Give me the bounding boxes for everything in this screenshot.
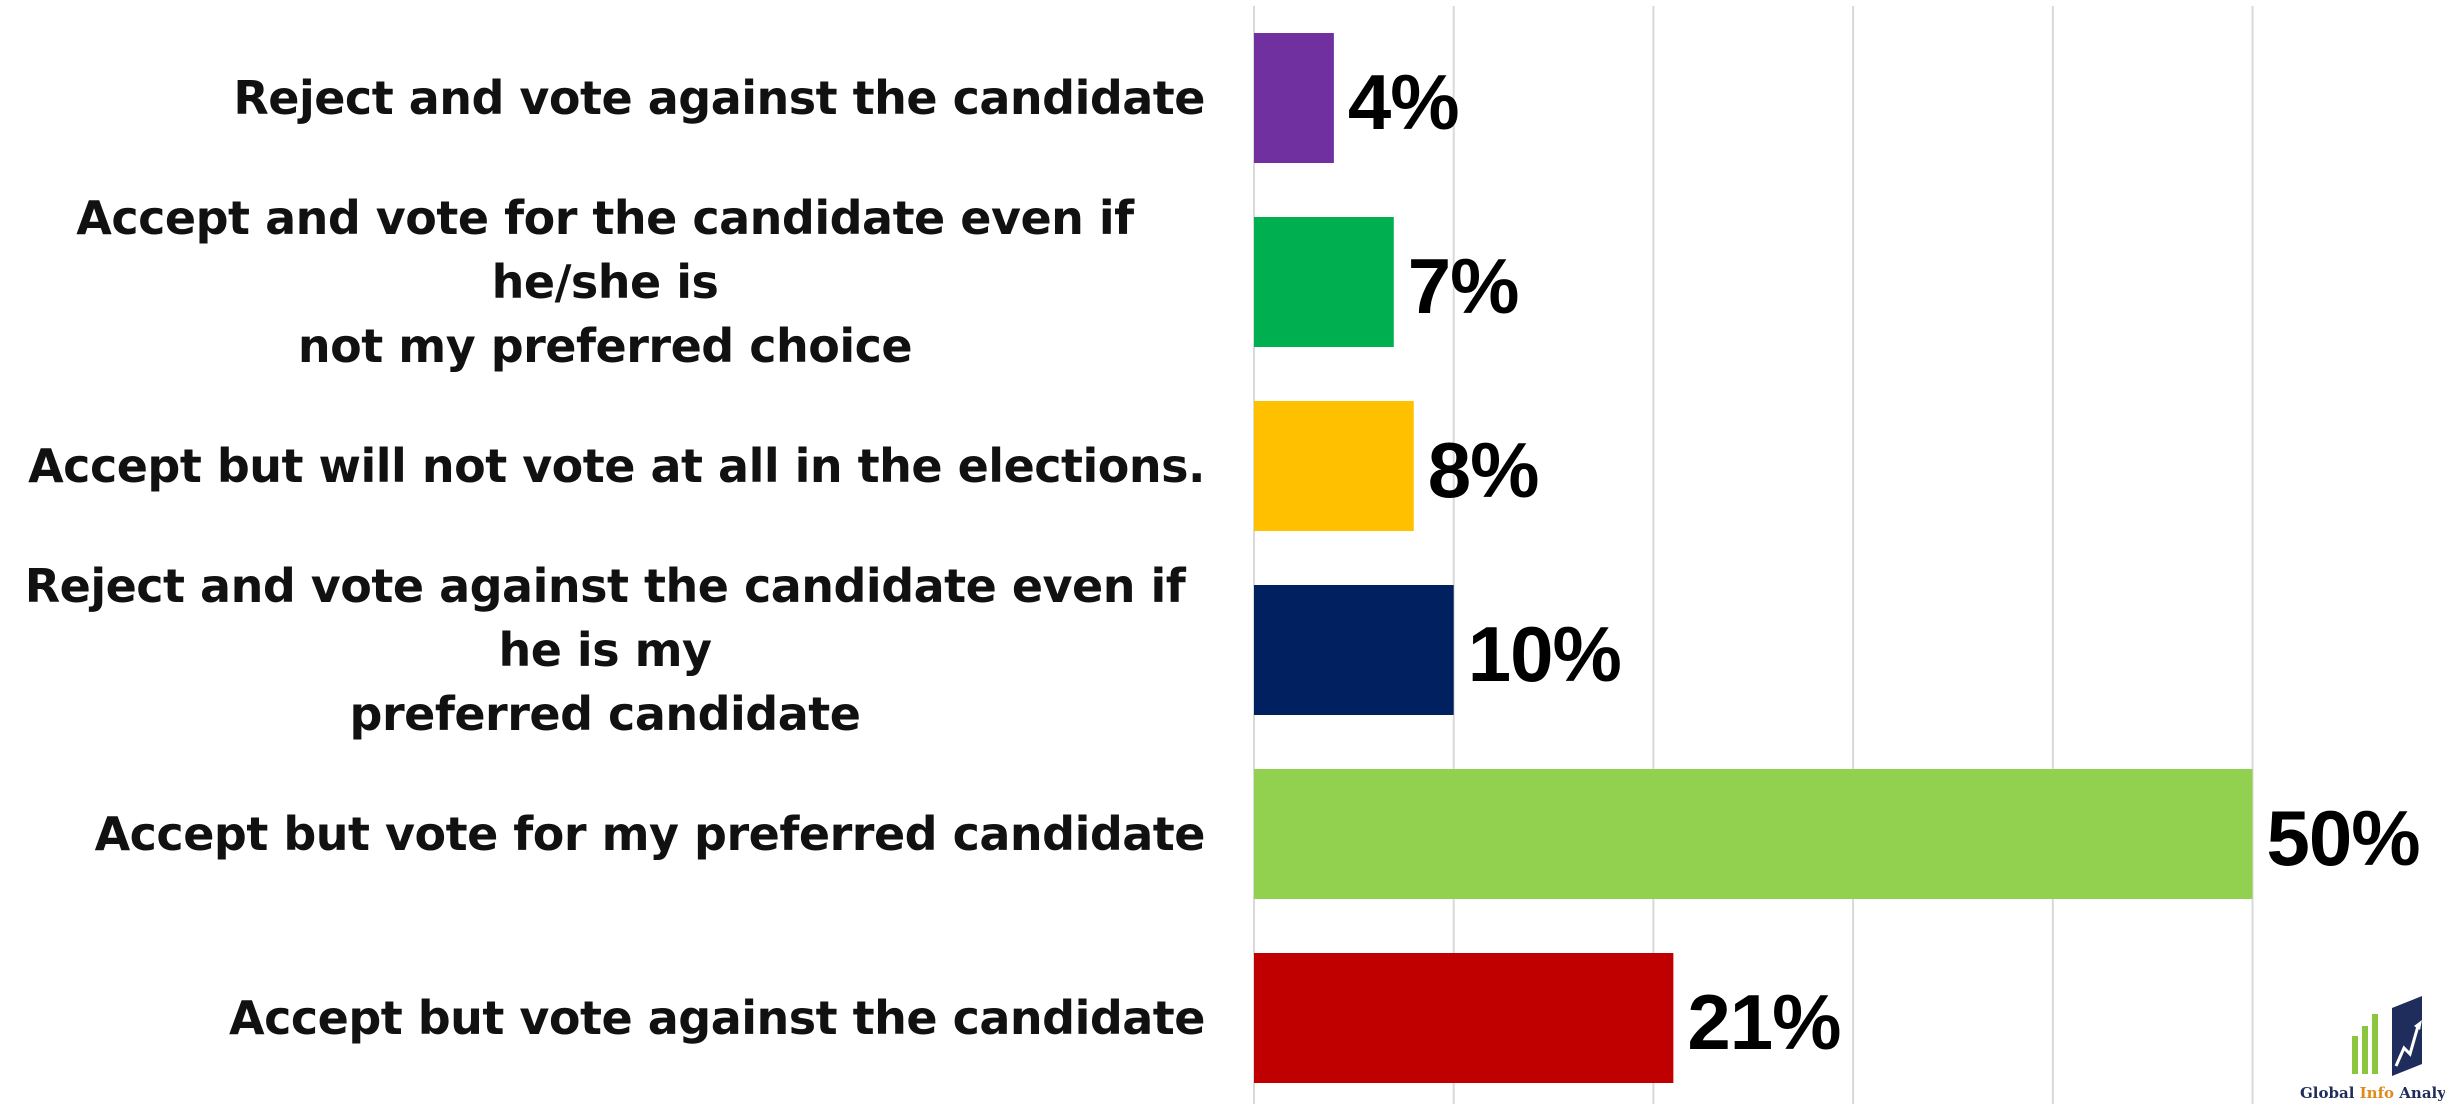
value-label: 7% — [1407, 242, 1520, 330]
logo-text-analy: Analy — [2399, 1084, 2445, 1102]
category-label-line: not my preferred choice — [297, 319, 913, 373]
bar-5 — [1254, 769, 2253, 899]
bar-1 — [1254, 33, 1334, 163]
value-label: 10% — [1467, 610, 1622, 698]
category-label: Reject and vote against the candidate ev… — [5, 554, 1205, 746]
bar-4 — [1254, 585, 1454, 715]
category-label: Accept but will not vote at all in the e… — [5, 434, 1205, 498]
value-label: 21% — [1687, 978, 1841, 1066]
value-label: 50% — [2266, 794, 2421, 882]
logo-text-info: Info — [2359, 1084, 2395, 1102]
category-label-line: Reject and vote against the candidate ev… — [24, 559, 1186, 677]
company-logo: Global Info Analy — [2300, 996, 2445, 1104]
bar-6 — [1254, 953, 1674, 1083]
logo-text-global: Global — [2300, 1084, 2355, 1102]
category-label-line: preferred candidate — [349, 687, 861, 741]
category-label-line: Accept but will not vote at all in the e… — [28, 439, 1205, 493]
value-label: 8% — [1427, 426, 1540, 514]
category-label: Accept and vote for the candidate even i… — [5, 186, 1205, 378]
bar-2 — [1254, 217, 1394, 347]
logo-chart-icon — [2352, 996, 2422, 1076]
value-label: 4% — [1347, 58, 1460, 146]
category-label-line: Accept but vote for my preferred candida… — [94, 807, 1206, 861]
category-label: Accept but vote against the candidate — [5, 986, 1206, 1050]
category-label-line: Accept but vote against the candidate — [228, 991, 1206, 1045]
logo-wordmark: Global Info Analy — [2300, 1084, 2445, 1102]
category-label-line: Reject and vote against the candidate — [233, 71, 1205, 125]
category-label: Accept but vote for my preferred candida… — [5, 802, 1206, 866]
category-label: Reject and vote against the candidate — [5, 66, 1205, 130]
bar-3 — [1254, 401, 1414, 531]
category-label-line: Accept and vote for the candidate even i… — [76, 191, 1134, 309]
